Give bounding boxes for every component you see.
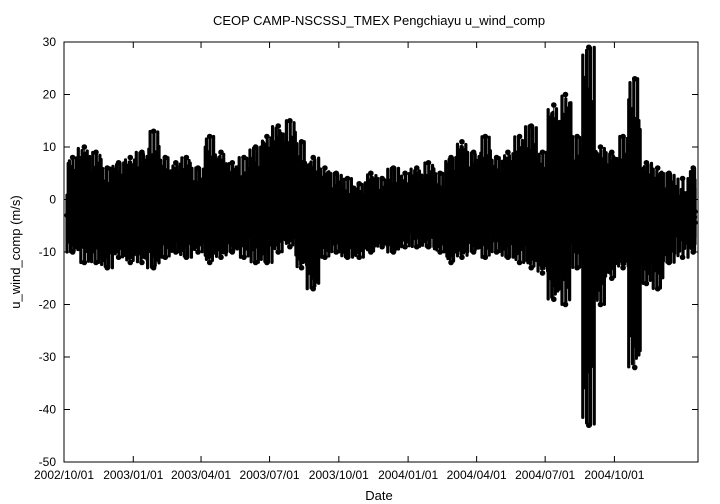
x-tick-label: 2002/10/01	[34, 468, 94, 482]
x-tick-label: 2004/01/01	[378, 468, 438, 482]
y-tick-label: -10	[39, 245, 57, 259]
y-tick-label: 10	[43, 140, 57, 154]
y-tick-label: -20	[39, 298, 57, 312]
x-axis: 2002/10/01 2003/01/01 2003/04/01 2003/07/01…	[34, 42, 645, 482]
x-tick-label: 2003/01/01	[103, 468, 163, 482]
y-tick-label: 30	[43, 35, 57, 49]
y-tick-label: -30	[39, 350, 57, 364]
x-tick-label: 2003/10/01	[309, 468, 369, 482]
y-axis: 30 20 10 0 -10 -20 -30 -40 -50	[39, 35, 698, 469]
x-tick-label: 2003/04/01	[171, 468, 231, 482]
x-tick-label: 2004/04/01	[447, 468, 507, 482]
y-tick-label: -40	[39, 403, 57, 417]
chart-title: CEOP CAMP-NSCSSJ_TMEX Pengchiayu u_wind_…	[213, 13, 545, 28]
y-axis-label: u_wind_comp (m/s)	[8, 195, 23, 308]
series-layer	[64, 44, 698, 429]
x-tick-label: 2004/07/01	[515, 468, 575, 482]
y-tick-label: 0	[49, 193, 56, 207]
y-tick-label: 20	[43, 88, 57, 102]
x-axis-label: Date	[365, 488, 392, 503]
x-tick-label: 2003/07/01	[240, 468, 300, 482]
x-tick-label: 2004/10/01	[584, 468, 644, 482]
y-tick-label: -50	[39, 455, 57, 469]
